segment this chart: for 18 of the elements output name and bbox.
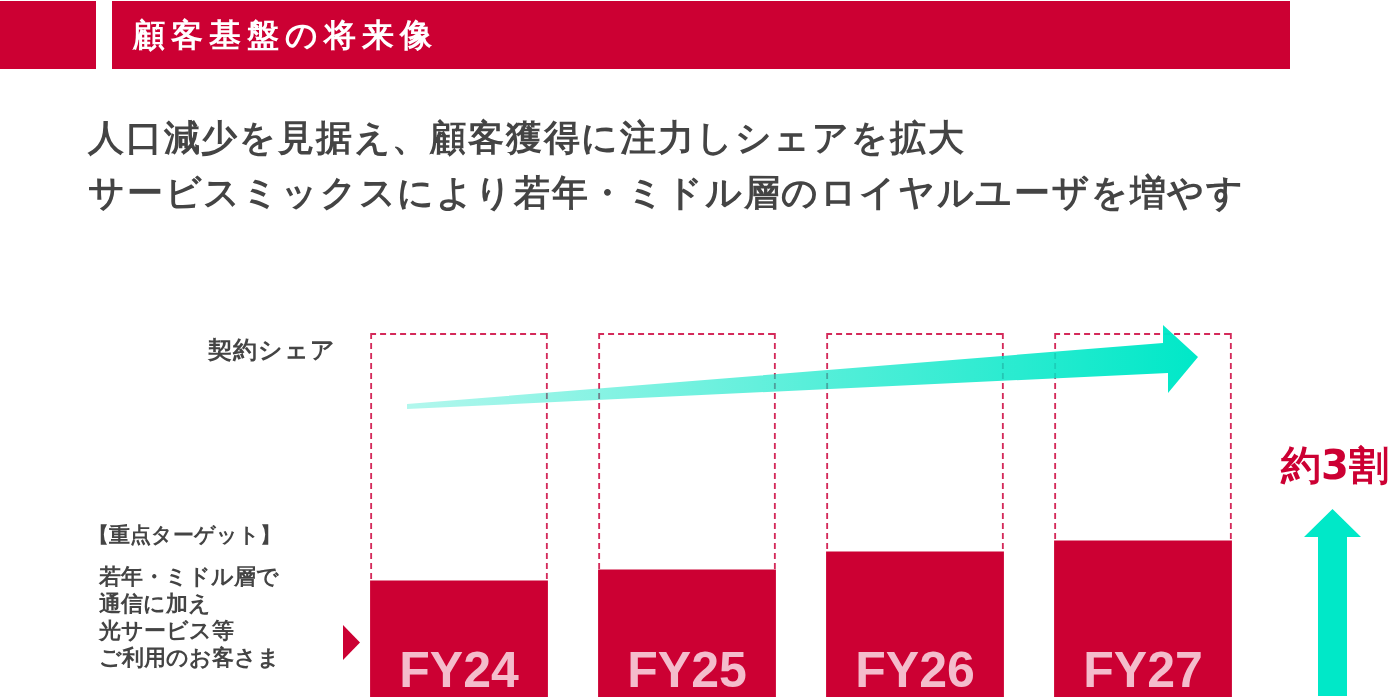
bar	[370, 580, 548, 697]
x-tick-label: FY27	[1083, 642, 1203, 698]
x-tick-label: FY26	[855, 642, 975, 698]
text: サービスミックスにより若年・ミドル層のロイヤルユーザを増やす	[88, 171, 1245, 215]
bar	[826, 551, 1004, 697]
y-axis-title: 契約シェア	[208, 335, 336, 366]
text: 通信に加え	[99, 590, 211, 617]
text: 若年・ミドル層で	[99, 563, 279, 590]
text: 光サービス等	[99, 617, 234, 644]
x-tick-label: FY24	[399, 642, 519, 698]
text: 約3割	[1281, 441, 1389, 490]
chart-title: 顧客基盤の将来像	[133, 15, 438, 55]
x-tick-label: FY25	[627, 642, 747, 698]
bar	[598, 569, 776, 697]
text: ご利用のお客さま	[99, 644, 280, 671]
chart-subtitle: 人口減少を見据え、顧客獲得に注力しシェアを拡大	[88, 116, 966, 160]
bar	[1054, 540, 1232, 697]
text: 【重点ターゲット】	[88, 522, 281, 549]
